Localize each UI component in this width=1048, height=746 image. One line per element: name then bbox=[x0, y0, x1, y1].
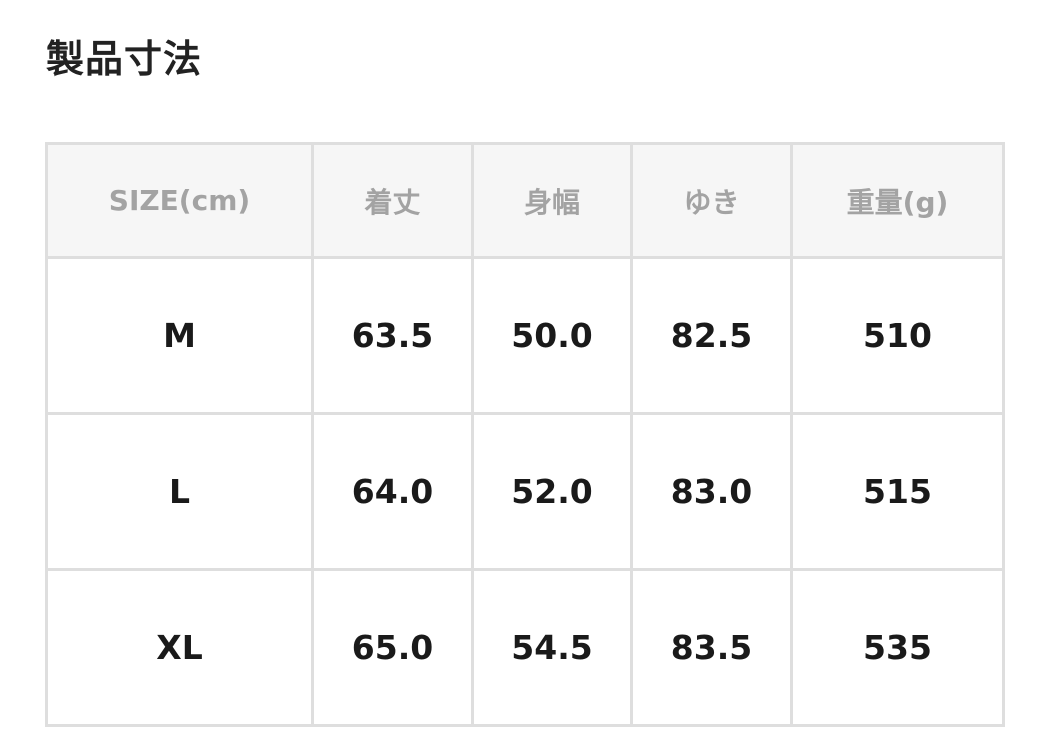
cell-sleeve: 82.5 bbox=[630, 256, 793, 415]
cell-width: 50.0 bbox=[471, 256, 633, 415]
cell-length: 64.0 bbox=[311, 412, 474, 571]
cell-length: 65.0 bbox=[311, 568, 474, 727]
cell-length: 63.5 bbox=[311, 256, 474, 415]
page-title: 製品寸法 bbox=[46, 37, 203, 81]
cell-weight: 535 bbox=[790, 568, 1005, 727]
header-row: SIZE(cm) 着丈 身幅 ゆき 重量(g) bbox=[45, 142, 1005, 259]
cell-size: M bbox=[45, 256, 314, 415]
table-row: L 64.0 52.0 83.0 515 bbox=[45, 412, 1005, 571]
cell-sleeve: 83.0 bbox=[630, 412, 793, 571]
cell-size: XL bbox=[45, 568, 314, 727]
cell-sleeve: 83.5 bbox=[630, 568, 793, 727]
table-row: XL 65.0 54.5 83.5 535 bbox=[45, 568, 1005, 727]
header-width: 身幅 bbox=[471, 142, 633, 259]
cell-weight: 510 bbox=[790, 256, 1005, 415]
header-size: SIZE(cm) bbox=[45, 142, 314, 259]
size-table: SIZE(cm) 着丈 身幅 ゆき 重量(g) M 63.5 50.0 82.5… bbox=[45, 142, 1005, 727]
cell-weight: 515 bbox=[790, 412, 1005, 571]
cell-size: L bbox=[45, 412, 314, 571]
header-weight: 重量(g) bbox=[790, 142, 1005, 259]
table-row: M 63.5 50.0 82.5 510 bbox=[45, 256, 1005, 415]
header-sleeve: ゆき bbox=[630, 142, 793, 259]
header-length: 着丈 bbox=[311, 142, 474, 259]
cell-width: 52.0 bbox=[471, 412, 633, 571]
cell-width: 54.5 bbox=[471, 568, 633, 727]
